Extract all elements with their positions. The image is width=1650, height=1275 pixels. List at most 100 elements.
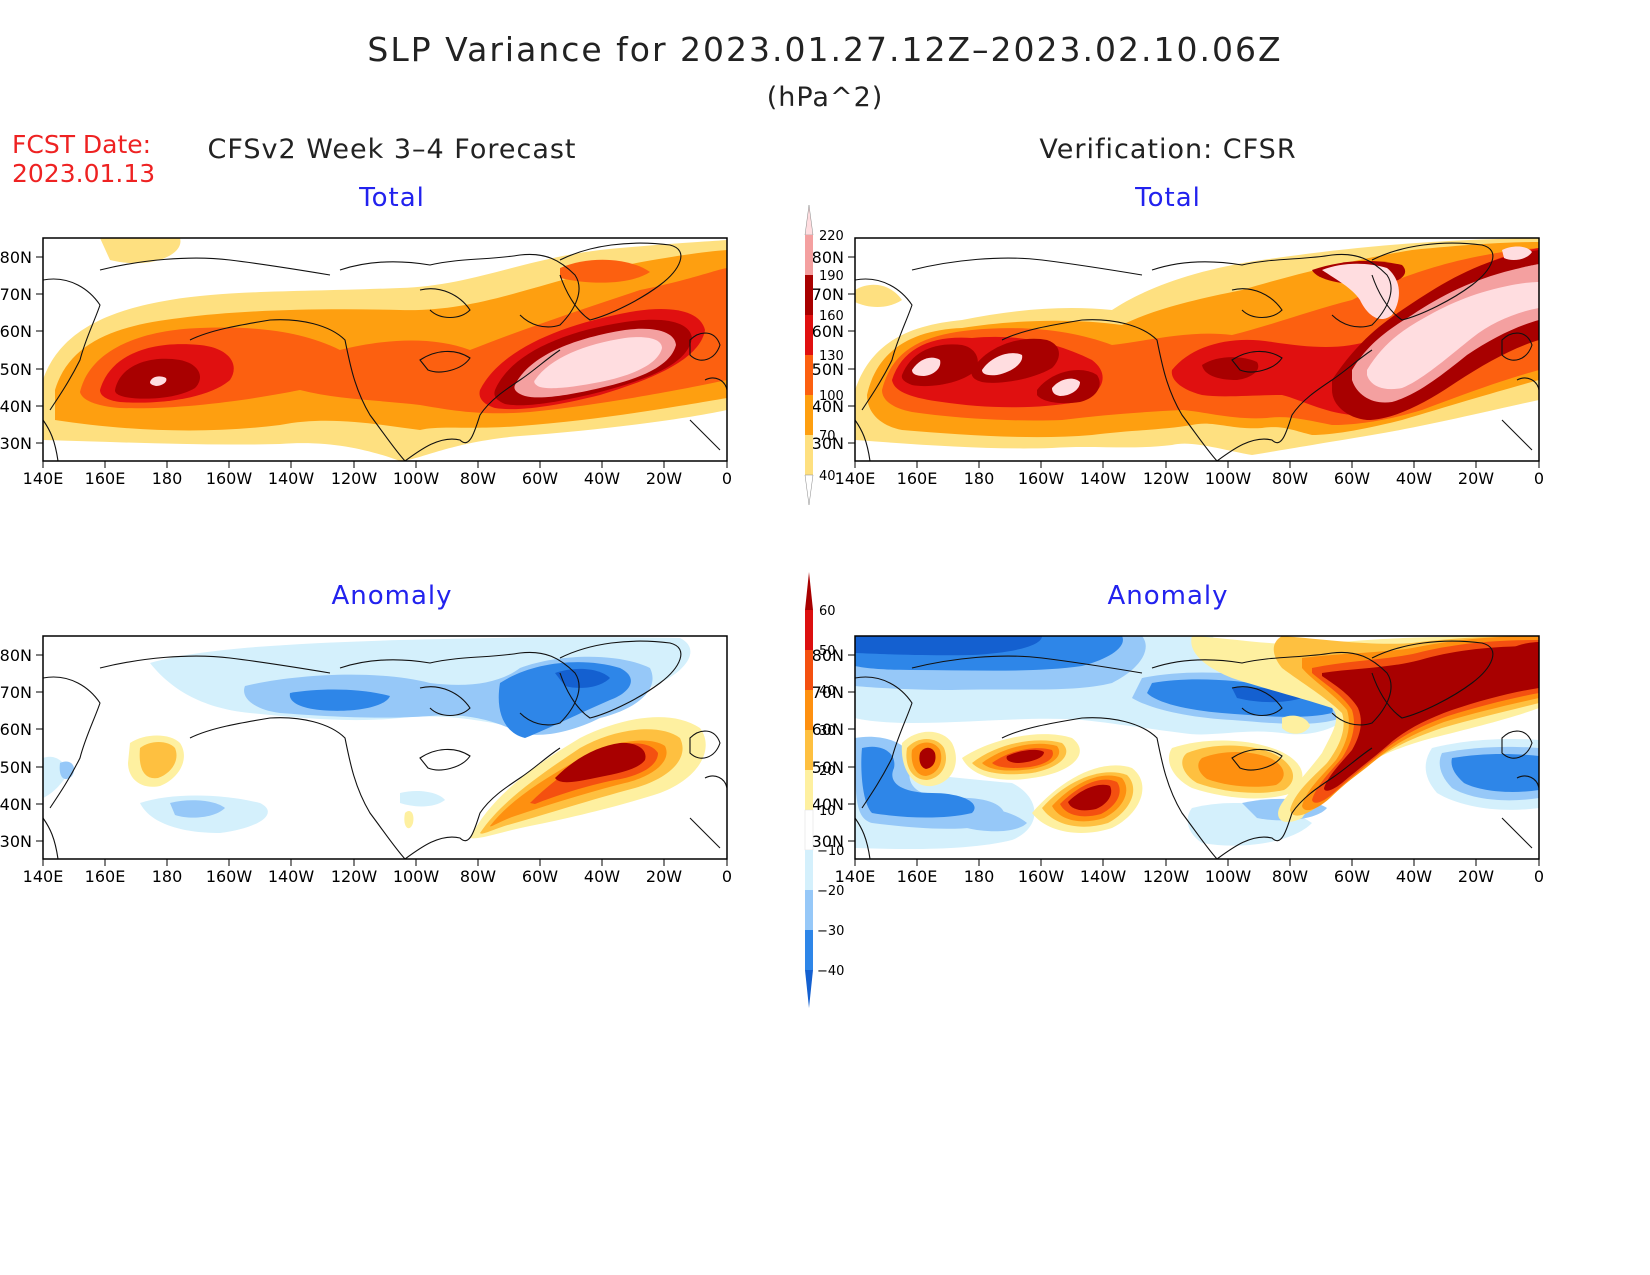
colorbar-label: 130 bbox=[819, 349, 844, 364]
lon-label: 60W bbox=[1334, 867, 1370, 886]
lon-label: 0 bbox=[722, 469, 732, 488]
right-column-title: Verification: CFSR bbox=[1039, 134, 1297, 165]
lon-label: 180 bbox=[964, 867, 995, 886]
colorbar-label: 40 bbox=[819, 469, 836, 484]
lon-label: 140E bbox=[835, 469, 876, 488]
lon-label: 20W bbox=[1458, 469, 1494, 488]
lon-label: 40W bbox=[584, 867, 620, 886]
colorbar-label: 100 bbox=[819, 389, 844, 404]
lon-label: 40W bbox=[1396, 469, 1432, 488]
lon-label: 140W bbox=[268, 469, 315, 488]
lon-label: 140E bbox=[23, 469, 64, 488]
lat-label-30n: 30N bbox=[0, 434, 32, 453]
verif-total-map: 80N 70N 60N 50N 40N 30N 140E 160E 180 16… bbox=[812, 237, 1544, 488]
lon-label: 180 bbox=[152, 469, 183, 488]
lon-label: 180 bbox=[152, 867, 183, 886]
colorbar-label: −30 bbox=[817, 924, 844, 939]
lat-label-80n: 80N bbox=[812, 646, 844, 665]
lon-label: 100W bbox=[1205, 469, 1252, 488]
lat-label-70n: 70N bbox=[812, 683, 844, 702]
fcst-anomaly-map: 80N 70N 60N 50N 40N 30N 140E 160E 180 16… bbox=[0, 635, 732, 886]
lat-label-70n: 70N bbox=[812, 285, 844, 304]
lat-label-60n: 60N bbox=[0, 720, 32, 739]
lon-label: 120W bbox=[331, 469, 378, 488]
verif-anomaly-title: Anomaly bbox=[1107, 581, 1229, 611]
lon-label: 20W bbox=[646, 867, 682, 886]
lon-tick-marks bbox=[42, 461, 728, 468]
lat-label-40n: 40N bbox=[812, 397, 844, 416]
lat-label-30n: 30N bbox=[812, 832, 844, 851]
fcst-date-label: FCST Date: bbox=[12, 130, 152, 159]
lon-label: 20W bbox=[1458, 867, 1494, 886]
lon-label: 140E bbox=[23, 867, 64, 886]
fcst-anomaly-title: Anomaly bbox=[331, 581, 453, 611]
colorbar-label: 60 bbox=[819, 604, 836, 619]
lon-label: 0 bbox=[1534, 469, 1544, 488]
lon-label: 140W bbox=[1080, 867, 1127, 886]
lon-label: 180 bbox=[964, 469, 995, 488]
lat-label-30n: 30N bbox=[812, 434, 844, 453]
lon-label: 160W bbox=[1018, 867, 1065, 886]
lon-label: 60W bbox=[1334, 469, 1370, 488]
lat-label-50n: 50N bbox=[812, 360, 844, 379]
colorbar-label: 190 bbox=[819, 269, 844, 284]
lat-label-50n: 50N bbox=[812, 758, 844, 777]
lat-label-60n: 60N bbox=[0, 322, 32, 341]
lon-label: 160W bbox=[206, 469, 253, 488]
anomaly-colorbar: −40 −30 −20 −10 10 20 30 40 50 60 bbox=[804, 572, 844, 1008]
lon-label: 80W bbox=[1272, 867, 1308, 886]
fcst-date-value: 2023.01.13 bbox=[12, 159, 156, 188]
left-column-title: CFSv2 Week 3–4 Forecast bbox=[207, 134, 577, 165]
main-title: SLP Variance for 2023.01.27.12Z–2023.02.… bbox=[367, 30, 1283, 69]
lon-label: 20W bbox=[646, 469, 682, 488]
verif-anomaly-map: 80N 70N 60N 50N 40N 30N 140E 160E 180 16… bbox=[812, 635, 1544, 886]
lon-label: 80W bbox=[1272, 469, 1308, 488]
lon-label: 120W bbox=[331, 867, 378, 886]
lon-label: 160E bbox=[897, 867, 938, 886]
colorbar-label: 70 bbox=[819, 429, 836, 444]
lon-label: 140E bbox=[835, 867, 876, 886]
colorbar-label: 160 bbox=[819, 309, 844, 324]
lon-label: 140W bbox=[1080, 469, 1127, 488]
colorbar-label: 50 bbox=[819, 644, 836, 659]
lat-label-40n: 40N bbox=[812, 795, 844, 814]
lon-label: 100W bbox=[393, 867, 440, 886]
lon-label: 0 bbox=[722, 867, 732, 886]
lon-label: 60W bbox=[522, 867, 558, 886]
lat-label-50n: 50N bbox=[0, 360, 32, 379]
lat-label-80n: 80N bbox=[812, 248, 844, 267]
lat-tick-marks bbox=[36, 256, 43, 444]
lat-label-40n: 40N bbox=[0, 397, 32, 416]
colorbar-label: 10 bbox=[819, 804, 836, 819]
lon-label: 160E bbox=[85, 469, 126, 488]
colorbar-label: −20 bbox=[817, 884, 844, 899]
fcst-total-map: 80N 70N 60N 50N 40N 30N 140E 160E 180 16… bbox=[0, 237, 732, 488]
lon-label: 160W bbox=[1018, 469, 1065, 488]
lon-label: 60W bbox=[522, 469, 558, 488]
main-unit: (hPa^2) bbox=[766, 82, 884, 113]
lon-label: 160E bbox=[897, 469, 938, 488]
lat-label-40n: 40N bbox=[0, 795, 32, 814]
lat-label-60n: 60N bbox=[812, 322, 844, 341]
lat-label-70n: 70N bbox=[0, 285, 32, 304]
colorbar-label: −10 bbox=[817, 844, 844, 859]
lon-label: 40W bbox=[584, 469, 620, 488]
lon-label: 100W bbox=[393, 469, 440, 488]
colorbar-label: 20 bbox=[819, 764, 836, 779]
lon-label: 140W bbox=[268, 867, 315, 886]
lat-label-70n: 70N bbox=[0, 683, 32, 702]
lat-label-60n: 60N bbox=[812, 720, 844, 739]
lat-label-80n: 80N bbox=[0, 646, 32, 665]
lat-label-30n: 30N bbox=[0, 832, 32, 851]
lon-label: 120W bbox=[1143, 469, 1190, 488]
total-colorbar: 40 70 100 130 160 190 220 bbox=[804, 204, 844, 506]
colorbar-label: −40 bbox=[817, 964, 844, 979]
colorbar-label: 220 bbox=[819, 229, 844, 244]
verif-total-title: Total bbox=[1135, 183, 1201, 213]
colorbar-label: 30 bbox=[819, 724, 836, 739]
lon-label: 120W bbox=[1143, 867, 1190, 886]
lon-label: 80W bbox=[460, 867, 496, 886]
lon-label: 0 bbox=[1534, 867, 1544, 886]
lon-label: 160E bbox=[85, 867, 126, 886]
lat-label-80n: 80N bbox=[0, 248, 32, 267]
